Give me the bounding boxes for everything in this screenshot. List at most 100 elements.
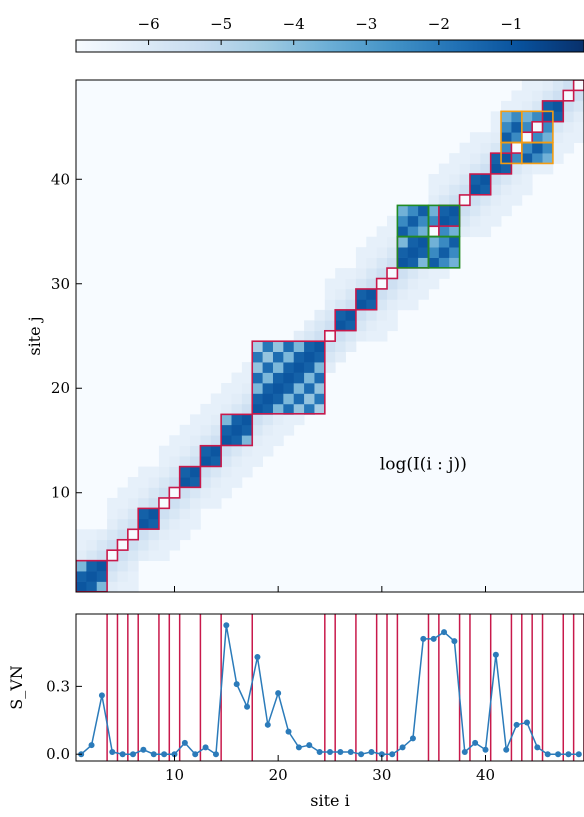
heatmap-cell <box>272 362 284 373</box>
heatmap-cell <box>158 529 170 541</box>
heatmap-cell <box>355 257 367 269</box>
heatmap-cell <box>469 226 481 238</box>
heatmap-cell <box>231 414 243 426</box>
heatmap-cell <box>366 268 378 279</box>
heatmap-cell <box>552 121 564 133</box>
heatmap-cell <box>324 320 336 332</box>
heatmap-cell <box>459 163 471 175</box>
entropy-point <box>534 744 541 751</box>
heatmap-cell <box>335 288 346 300</box>
heatmap-cell <box>138 508 149 520</box>
entropy-point <box>306 742 313 749</box>
heatmap-cell <box>221 477 232 488</box>
heatmap-cell <box>397 236 409 248</box>
entropy-point <box>555 751 562 758</box>
heatmap-cell <box>376 236 388 248</box>
heatmap-cell <box>272 403 284 415</box>
heatmap-cell <box>158 466 170 478</box>
entropy-point <box>347 748 354 755</box>
heatmap-cell <box>345 320 357 332</box>
heatmap-cell <box>542 153 554 164</box>
heatmap-cell <box>158 445 170 457</box>
heatmap-cell <box>511 153 523 164</box>
heatmap-cell <box>107 518 118 530</box>
heatmap-cell <box>221 383 232 394</box>
heatmap-cell <box>324 278 336 290</box>
heatmap-cell <box>262 435 274 447</box>
heatmap-cell <box>407 288 419 300</box>
heatmap-cell <box>480 142 492 154</box>
heatmap-cell <box>158 539 170 551</box>
heatmap-cell <box>190 477 201 488</box>
heatmap-cell <box>117 560 129 572</box>
heatmap-cell <box>573 121 584 133</box>
colorbar-tick-label: −5 <box>210 15 232 33</box>
heatmap-cell <box>76 529 87 541</box>
heatmap-axis-ticks: 10 20 30 40 <box>51 170 487 592</box>
heatmap-cell <box>438 236 450 248</box>
heatmap-cell <box>127 477 139 488</box>
heatmap-cell <box>407 226 419 238</box>
block-box-red <box>199 444 222 468</box>
heatmap-cell <box>293 414 305 426</box>
block-box-red <box>116 538 129 551</box>
heatmap-cell <box>335 299 346 311</box>
heatmap-cell <box>428 194 440 206</box>
heatmap-cell <box>469 215 481 227</box>
heatmap-cell <box>148 508 160 520</box>
heatmap-cell <box>96 571 108 582</box>
heatmap-cell <box>262 351 274 363</box>
entropy-point <box>130 751 137 758</box>
heatmap-cell <box>314 351 326 363</box>
heatmap-cell <box>107 560 118 572</box>
heatmap-cell <box>252 445 264 457</box>
heatmap-cell <box>511 121 523 133</box>
line-x-tick-label: 30 <box>372 766 391 784</box>
heatmap-cell <box>148 466 160 478</box>
heatmap-cell <box>469 184 481 196</box>
colorbar-ticks: −6 −5 −4 −3 −2 −1 <box>138 15 522 45</box>
line-plot-frame <box>75 613 584 762</box>
block-box-red <box>178 465 202 489</box>
heatmap-cell <box>345 309 357 321</box>
heatmap-cell <box>366 309 378 321</box>
heatmap-cell <box>241 435 253 447</box>
entropy-point <box>461 748 468 755</box>
heatmap-cell <box>355 320 367 332</box>
heatmap-cell <box>418 205 429 217</box>
heatmap-cell <box>521 184 533 196</box>
heatmap-cell <box>490 111 502 123</box>
heatmap-annotation: log(I(i : j)) <box>380 455 467 475</box>
heatmap-cell <box>231 435 243 447</box>
heatmap-cell <box>490 205 502 217</box>
line-y-tick-label: 0.0 <box>46 745 70 763</box>
block-box-green <box>427 235 461 269</box>
heatmap-cell <box>262 414 274 426</box>
heatmap-cell <box>366 257 378 269</box>
heatmap-cell <box>428 215 440 227</box>
heatmap-cell <box>283 424 295 436</box>
heatmap-cell <box>169 477 181 488</box>
heatmap-cell <box>480 153 492 164</box>
heatmap-cell <box>428 174 440 185</box>
heatmap-cell <box>86 571 98 582</box>
heatmap-cell <box>376 268 388 279</box>
heatmap-cell <box>252 372 264 384</box>
heatmap-cell <box>200 424 212 436</box>
heatmap-cell <box>366 330 378 342</box>
heatmap-cell <box>397 247 409 258</box>
entropy-point <box>109 748 116 755</box>
heatmap-cell <box>459 184 471 196</box>
heatmap-cell <box>542 142 554 154</box>
heatmap-cell <box>190 508 201 520</box>
heatmap-cell <box>376 288 388 300</box>
entropy-point <box>264 721 271 728</box>
heatmap-cell <box>449 205 460 217</box>
heatmap-y-axis-label: site j <box>25 316 44 355</box>
colorbar-tick-label: −4 <box>283 15 305 33</box>
heatmap-cell <box>428 268 440 279</box>
heatmap-cell <box>376 226 388 238</box>
heatmap-cell <box>355 247 367 258</box>
heatmap-cell <box>469 205 481 217</box>
heatmap-cell <box>521 80 533 91</box>
